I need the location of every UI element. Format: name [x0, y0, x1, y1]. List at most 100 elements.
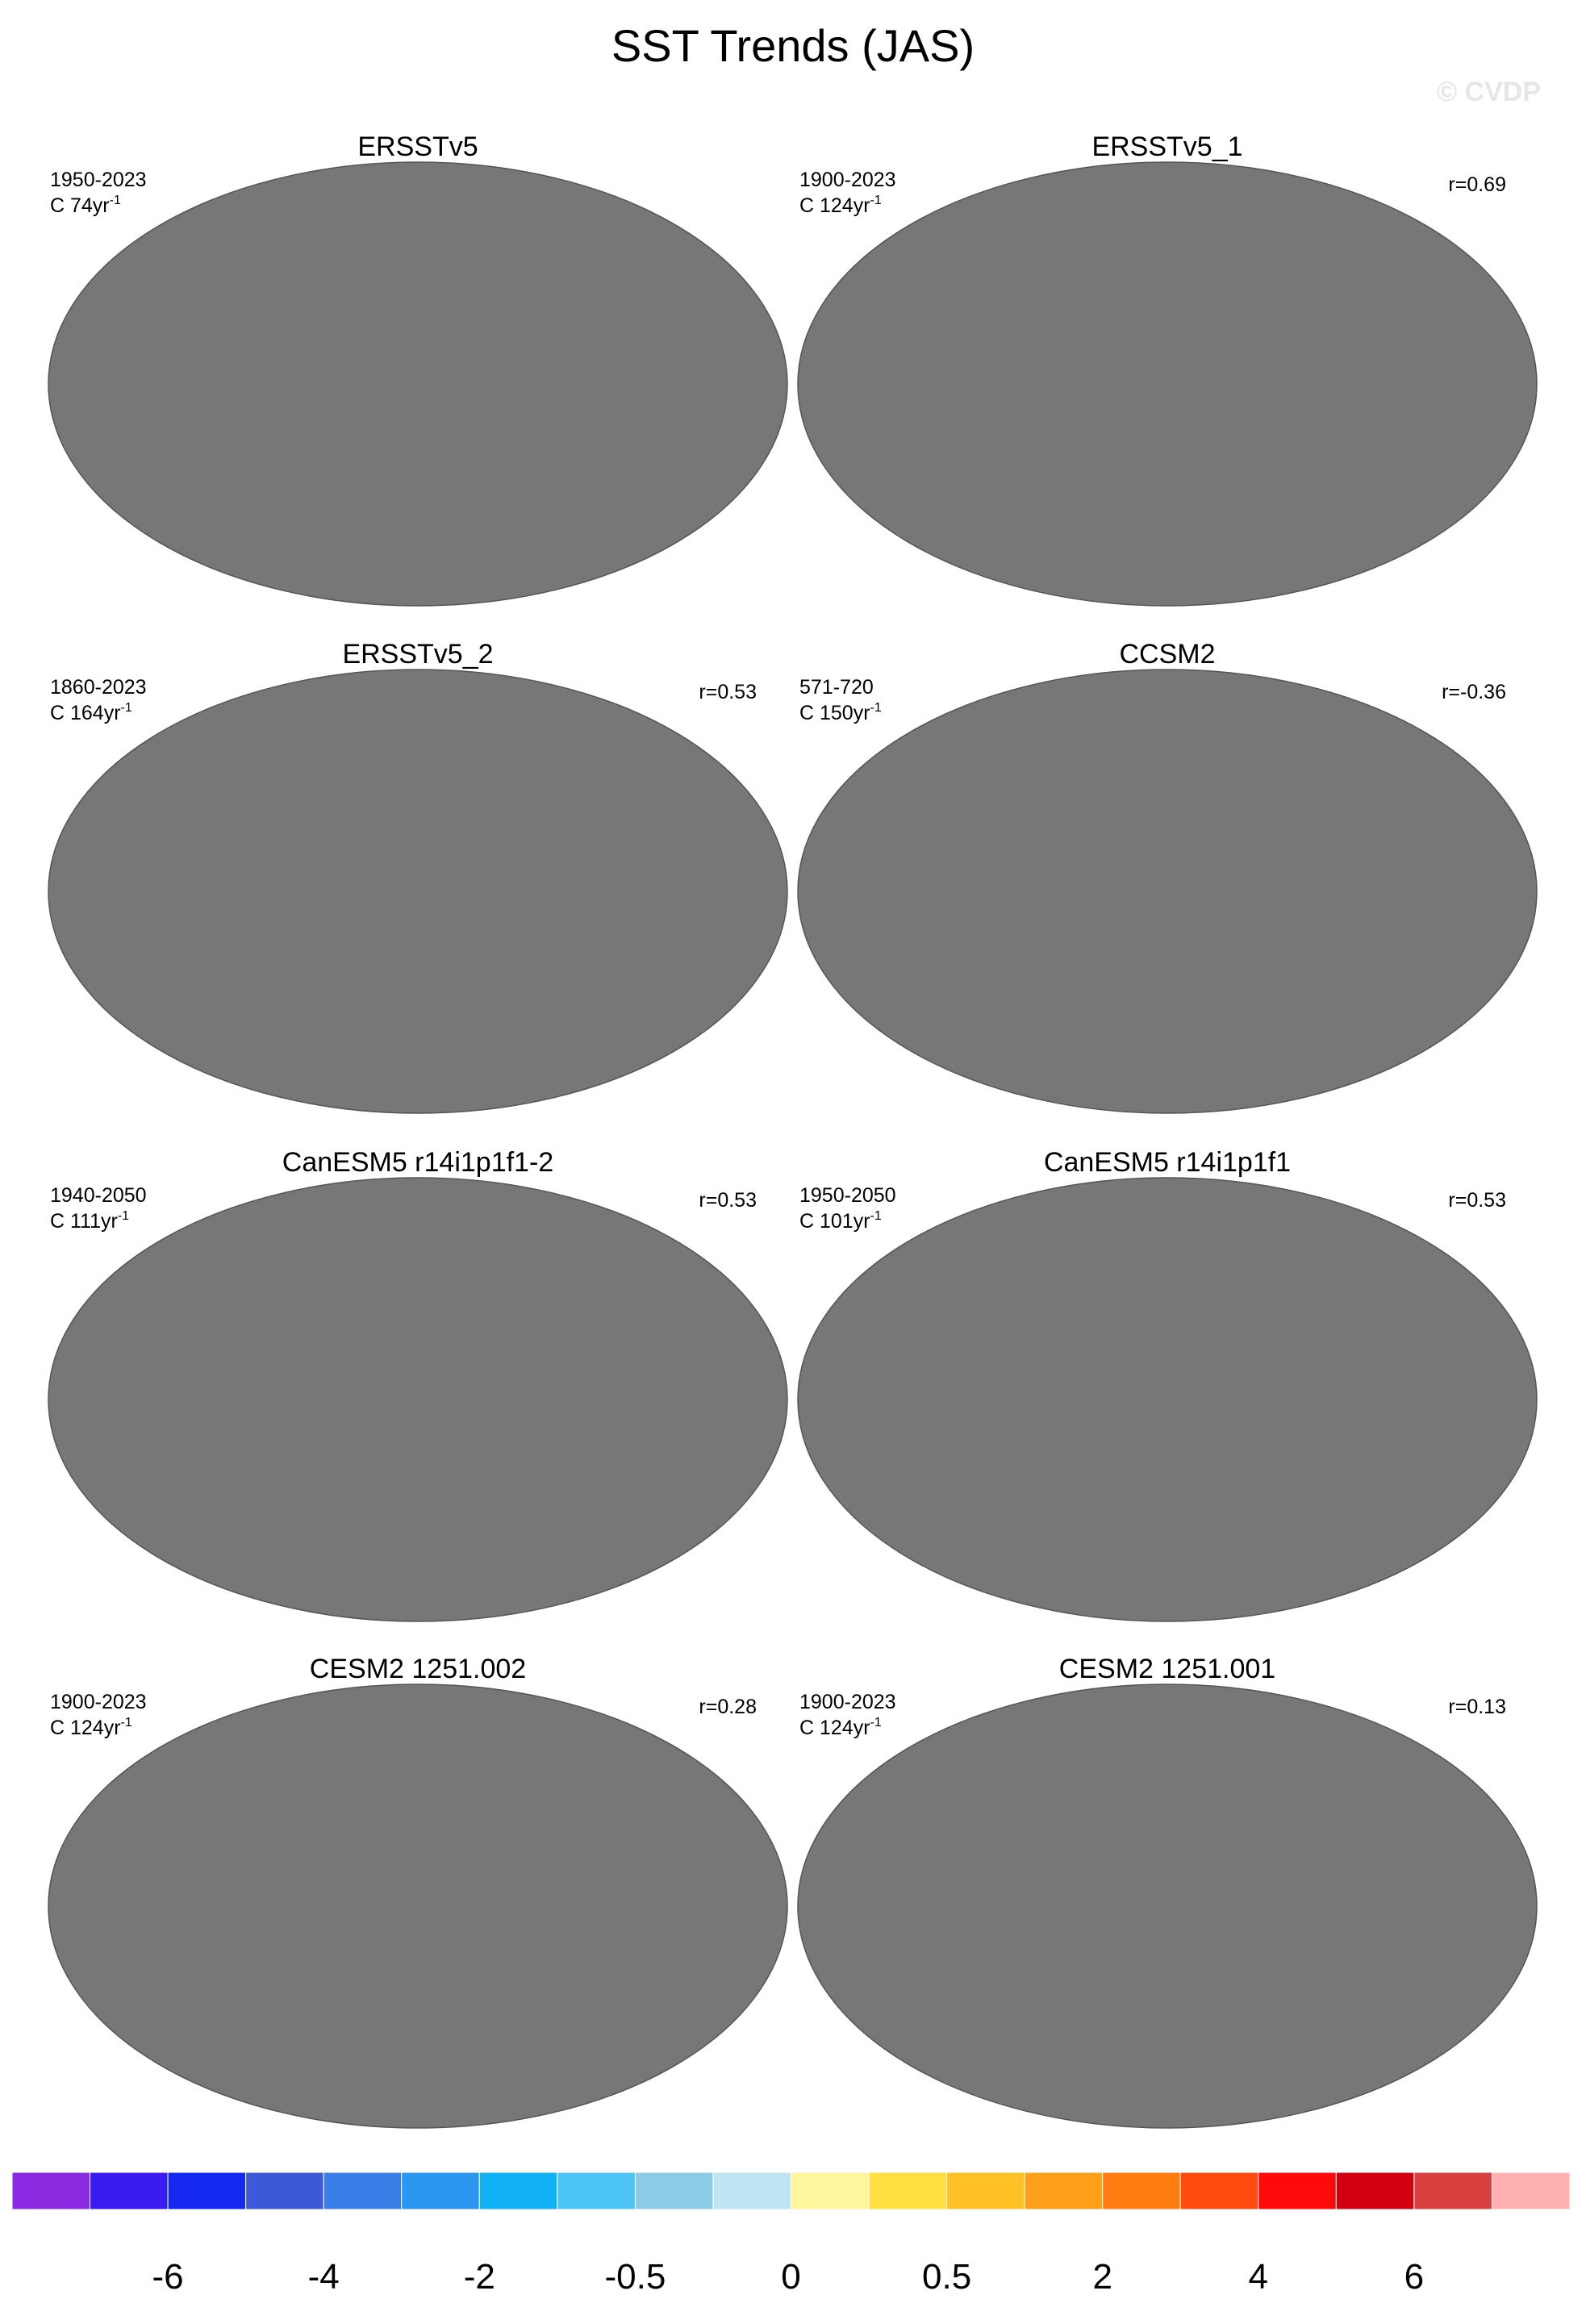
correlation-label: r=-0.36	[1442, 681, 1506, 703]
units-label: C 124yr-1	[799, 1716, 882, 1739]
map-border	[48, 1684, 787, 2128]
colorbar-box	[167, 2172, 247, 2210]
units-text: C 124yr	[50, 1717, 121, 1739]
map-border	[48, 162, 787, 606]
period-label: 1940-2050	[50, 1184, 147, 1207]
colorbar-box	[1258, 2172, 1337, 2210]
panel-title: CanESM5 r14i1p1f1-2	[282, 1147, 553, 1178]
units-exponent: -1	[110, 194, 121, 207]
units-label: C 124yr-1	[50, 1716, 132, 1739]
colorbar-box	[946, 2172, 1025, 2210]
panel-title: ERSSTv5	[357, 131, 478, 162]
map	[761, 1684, 1574, 2128]
colorbar-tick-label: -2	[464, 2257, 495, 2297]
land	[48, 1183, 787, 1622]
map-border	[798, 162, 1537, 606]
units-exponent: -1	[870, 701, 882, 715]
colorbar-box	[791, 2172, 870, 2210]
correlation-label: r=0.53	[1448, 1189, 1506, 1212]
units-label: C 124yr-1	[799, 194, 882, 217]
colorbar-box	[557, 2172, 636, 2210]
map	[11, 162, 824, 606]
map-panel: CESM2 1251.002 1900-2023 C 124yr-1 r=0.28	[11, 1654, 824, 2128]
colorbar-tick-label: -4	[308, 2257, 340, 2297]
colorbar-tick-label: 4	[1249, 2257, 1268, 2297]
map	[761, 1178, 1574, 1621]
figure-title: SST Trends (JAS)	[611, 20, 975, 71]
colorbar-tick-label: 6	[1404, 2257, 1424, 2297]
units-text: C 101yr	[799, 1210, 870, 1233]
colorbar-box	[712, 2172, 792, 2210]
map	[11, 1684, 824, 2128]
land	[48, 674, 787, 1114]
panel-title: ERSSTv5_2	[342, 639, 493, 670]
panel-title: CCSM2	[1119, 639, 1215, 670]
units-text: C 150yr	[799, 702, 870, 724]
units-exponent: -1	[870, 1716, 882, 1729]
map-border	[48, 670, 787, 1113]
units-text: C 164yr	[50, 702, 121, 724]
units-label: C 164yr-1	[50, 701, 132, 724]
map	[761, 670, 1574, 1113]
period-label: 1900-2023	[50, 1691, 147, 1713]
watermark: © CVDP	[1437, 77, 1541, 107]
units-label: C 150yr-1	[799, 701, 882, 724]
map-panel: ERSSTv5_1 1900-2023 C 124yr-1 r=0.69	[761, 131, 1574, 606]
land	[798, 1689, 1537, 2129]
map	[11, 670, 824, 1113]
map-border	[48, 1178, 787, 1621]
colorbar-box	[401, 2172, 480, 2210]
map-clip	[798, 670, 1537, 1114]
colorbar-tick-label: -0.5	[604, 2257, 666, 2297]
correlation-label: r=0.13	[1448, 1696, 1506, 1718]
land	[48, 1689, 787, 2129]
map-border	[798, 1178, 1537, 1621]
map-border	[798, 670, 1537, 1113]
map-clip	[48, 670, 787, 1114]
land	[48, 167, 787, 607]
map-clip	[798, 162, 1537, 606]
panel-title: CESM2 1251.002	[310, 1654, 526, 1684]
units-text: C 111yr	[50, 1210, 118, 1233]
period-label: 1860-2023	[50, 676, 147, 699]
panel-title: ERSSTv5_1	[1091, 131, 1242, 162]
colorbar-box	[1335, 2172, 1415, 2210]
land	[798, 674, 1537, 1114]
period-label: 1900-2023	[799, 169, 896, 191]
map-panel: ERSSTv5 1950-2023 C 74yr-1	[11, 131, 824, 606]
units-exponent: -1	[121, 701, 132, 715]
colorbar-box	[245, 2172, 324, 2210]
units-exponent: -1	[118, 1209, 129, 1223]
colorbar-box	[1102, 2172, 1181, 2210]
colorbar-tick-label: 0	[781, 2257, 800, 2297]
colorbar: -6 -4 -2 -0.5 0 0.5 2 4 6	[11, 2172, 1571, 2297]
period-label: 1950-2023	[50, 169, 147, 191]
map-clip	[798, 1684, 1537, 2129]
units-text: C 124yr	[799, 1717, 870, 1739]
units-exponent: -1	[870, 194, 882, 207]
map-clip	[48, 1684, 787, 2129]
correlation-label: r=0.28	[699, 1696, 757, 1718]
colorbar-box	[634, 2172, 714, 2210]
colorbar-box	[323, 2172, 403, 2210]
land	[798, 1183, 1537, 1622]
colorbar-tick-label: 0.5	[922, 2257, 971, 2297]
map	[11, 1178, 824, 1621]
colorbar-box	[1413, 2172, 1492, 2210]
colorbar-box	[1491, 2172, 1571, 2210]
map-clip	[798, 1178, 1537, 1622]
units-exponent: -1	[121, 1716, 132, 1729]
panel-title: CESM2 1251.001	[1059, 1654, 1275, 1684]
map	[761, 162, 1574, 606]
colorbar-tick-label: -6	[152, 2257, 184, 2297]
units-text: C 74yr	[50, 194, 110, 217]
units-label: C 101yr-1	[799, 1209, 882, 1233]
colorbar-box	[478, 2172, 558, 2210]
period-label: 1950-2050	[799, 1184, 896, 1207]
units-text: C 124yr	[799, 194, 870, 217]
correlation-label: r=0.53	[699, 681, 757, 703]
